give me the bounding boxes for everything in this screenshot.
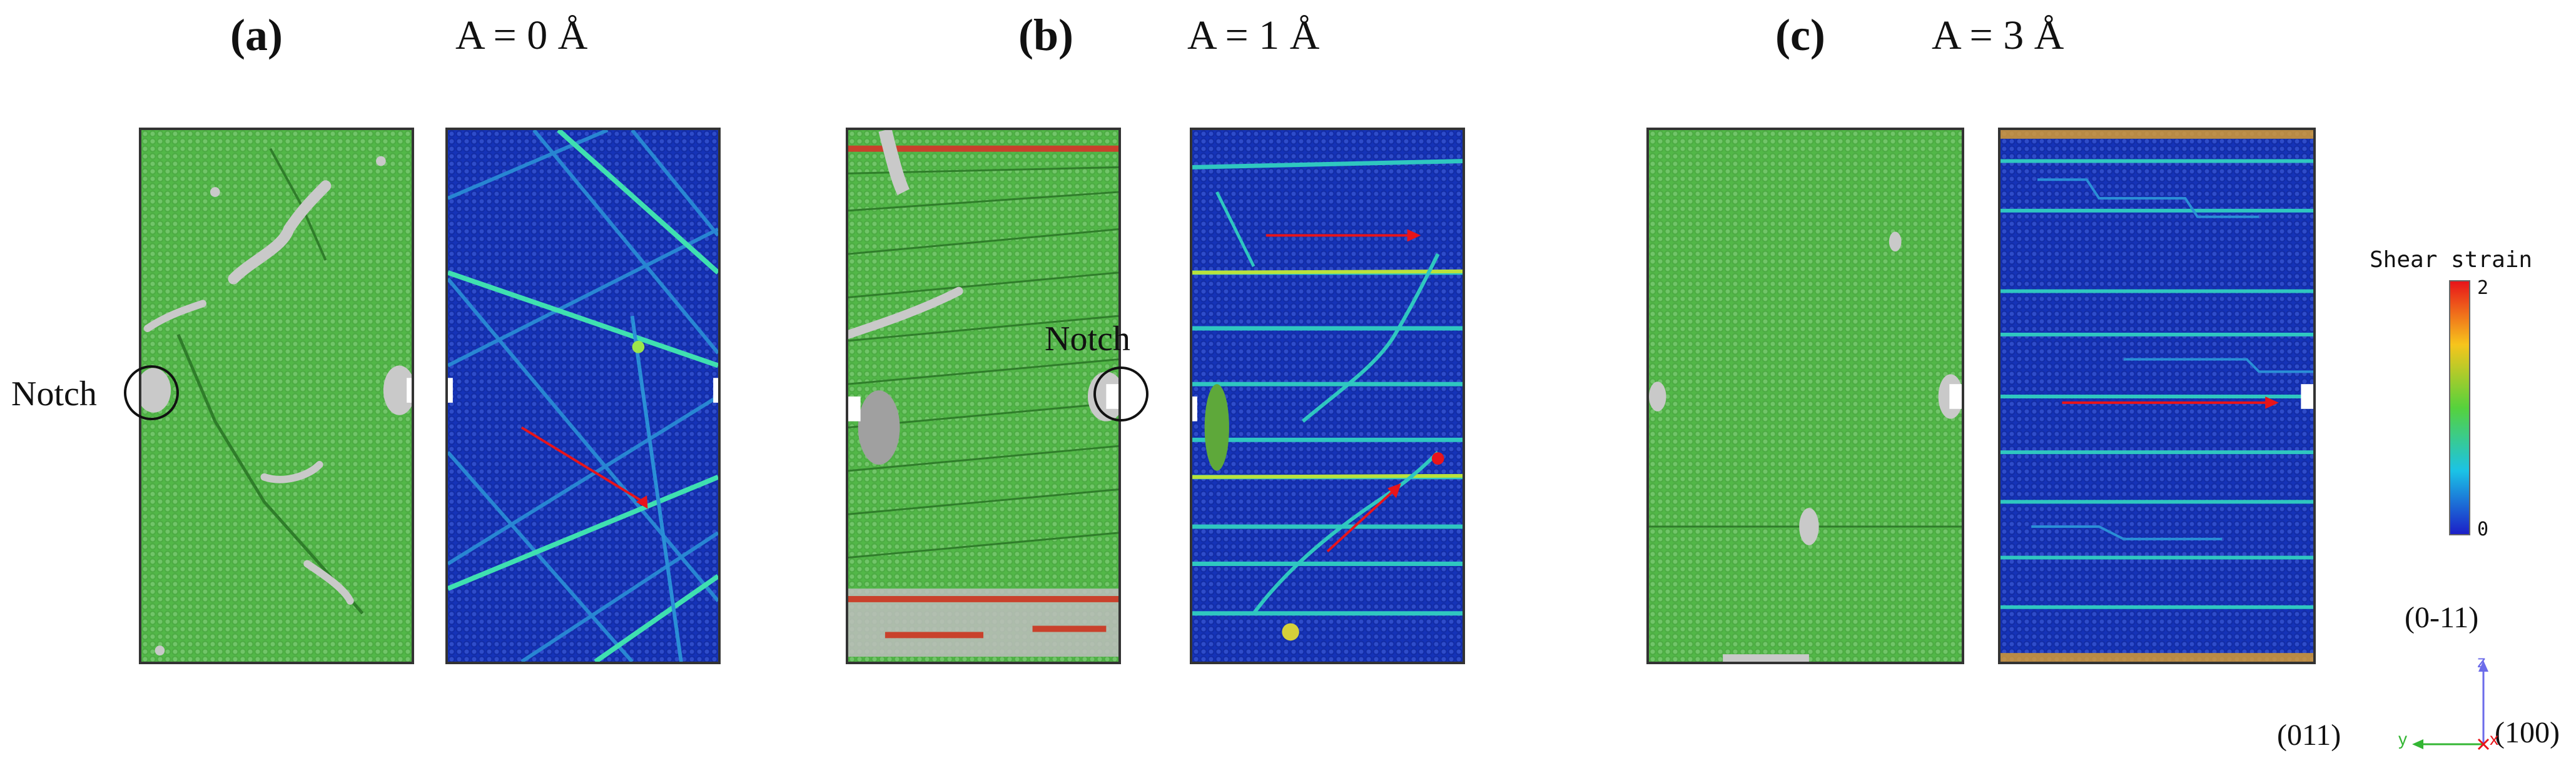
panel-b-notch-circle	[1093, 366, 1149, 422]
panel-a-structure-image	[139, 128, 414, 664]
shear-strain-colorbar	[2449, 280, 2470, 535]
panel-a-title: A = 0 Å	[455, 13, 588, 58]
colorbar-title: Shear strain	[2370, 247, 2533, 273]
colorbar-min-label: 0	[2477, 518, 2489, 540]
panel-c-label: (c)	[1775, 10, 1825, 60]
panel-a-strain-map	[445, 128, 721, 664]
panel-b-label: (b)	[1018, 10, 1073, 60]
panel-a-shear-bands	[448, 130, 718, 662]
panel-b-notch-label: Notch	[1045, 320, 1130, 358]
panel-c-strain-map	[1998, 128, 2316, 664]
panel-a-structure-defects	[141, 148, 412, 656]
panel-b-title: A = 1 Å	[1187, 13, 1320, 58]
panel-c-title: A = 3 Å	[1932, 13, 2064, 58]
panel-a-notch-circle	[124, 365, 179, 420]
axis-y-letter: y	[2398, 729, 2407, 749]
panel-c-shear-bands	[2000, 130, 2313, 662]
axis-x-letter: x	[2490, 729, 2498, 749]
axis-triad-icon	[2412, 660, 2490, 750]
axis-z-letter: z	[2477, 652, 2486, 671]
panel-a-label: (a)	[230, 10, 283, 60]
panel-b-shear-bands	[1192, 159, 1463, 641]
panel-b-strain-map	[1190, 128, 1465, 664]
x-direction-label: (100)	[2495, 716, 2560, 749]
colorbar-max-label: 2	[2477, 277, 2489, 299]
panel-b-structure-image	[846, 128, 1121, 664]
panel-a-notch-label: Notch	[11, 375, 97, 413]
y-direction-label: (011)	[2277, 719, 2341, 752]
panel-b-structure-defects	[848, 130, 1118, 657]
panel-c-structure-defects	[1649, 231, 1962, 662]
z-direction-label: (0-11)	[2405, 601, 2479, 634]
panel-c-structure-image	[1646, 128, 1964, 664]
